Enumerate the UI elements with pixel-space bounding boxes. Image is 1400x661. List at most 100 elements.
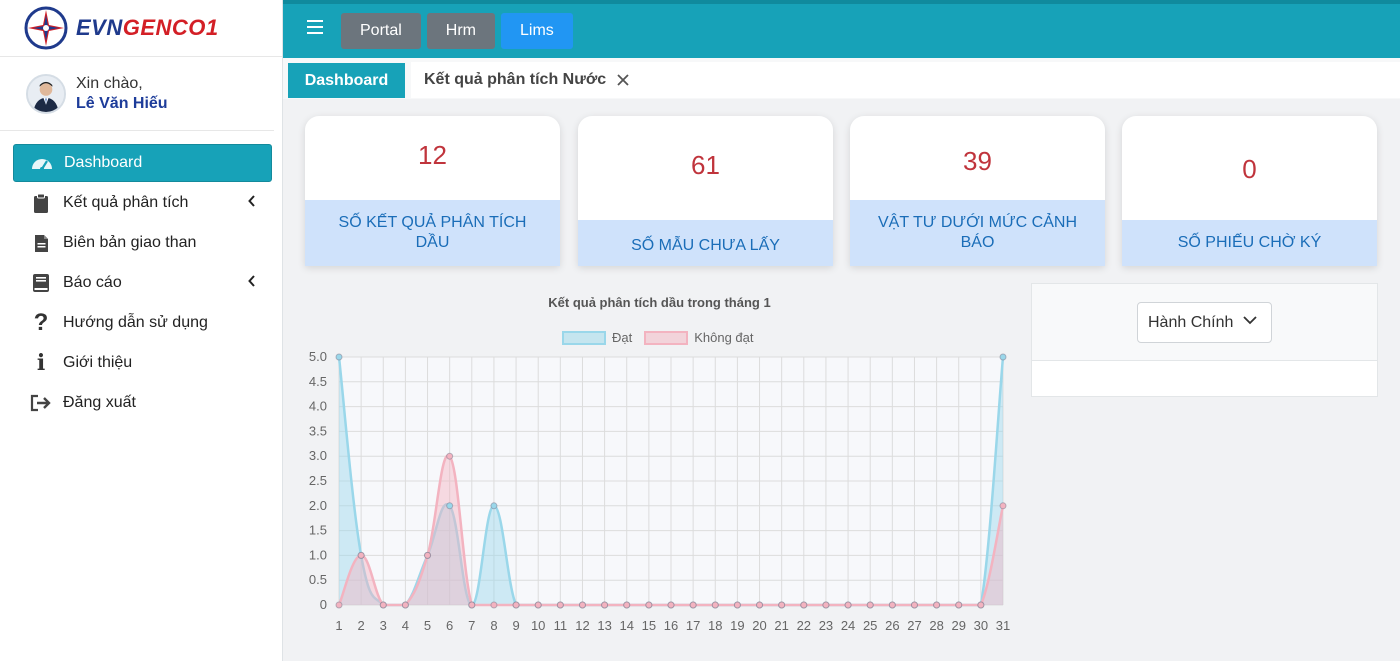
legend-item-dat[interactable]: Đạt: [562, 330, 632, 345]
tab-ket-qua-phan-tich-nuoc[interactable]: Kết quả phân tích Nước: [411, 62, 1400, 98]
top-nav: Portal Hrm Lims: [341, 13, 579, 49]
x-tick-label: 19: [730, 618, 744, 633]
sidebar: EVNGENCO1 Xin chào, Lê Văn Hiếu Dashboar…: [0, 0, 283, 661]
tab-label: Kết quả phân tích Nước: [424, 71, 607, 88]
data-point[interactable]: [446, 502, 454, 510]
sidebar-item-label: Biên bản giao than: [63, 234, 197, 251]
x-tick-label: 12: [575, 618, 589, 633]
right-panel: Hành Chính: [1031, 283, 1378, 397]
info-icon: i: [36, 350, 46, 376]
stat-card-mau-chua-lay[interactable]: 61 SỐ MẪU CHƯA LẤY: [578, 116, 833, 266]
data-point[interactable]: [800, 601, 808, 609]
data-point[interactable]: [490, 502, 498, 510]
legend-swatch: [644, 330, 689, 345]
data-point[interactable]: [401, 601, 409, 609]
y-tick-label: 2.0: [309, 498, 327, 513]
data-point[interactable]: [379, 601, 387, 609]
data-point[interactable]: [424, 551, 432, 559]
sidebar-item-label: Báo cáo: [63, 274, 122, 291]
topbar: Portal Hrm Lims: [283, 0, 1400, 58]
department-select[interactable]: Hành Chính: [1137, 302, 1272, 343]
y-tick-label: 1.5: [309, 523, 327, 538]
data-point[interactable]: [866, 601, 874, 609]
data-point[interactable]: [578, 601, 586, 609]
data-point[interactable]: [999, 353, 1007, 361]
nav-portal-button[interactable]: Portal: [341, 13, 421, 49]
x-tick-label: 2: [358, 618, 365, 633]
document-icon: [29, 231, 53, 255]
y-tick-label: 0: [320, 597, 327, 612]
data-point[interactable]: [910, 601, 918, 609]
sidebar-item-dang-xuat[interactable]: Đăng xuất: [13, 384, 272, 422]
sidebar-item-ket-qua-phan-tich[interactable]: Kết quả phân tích: [13, 184, 272, 222]
brand-name: EVNGENCO1: [76, 15, 219, 41]
data-point[interactable]: [335, 353, 343, 361]
data-point[interactable]: [822, 601, 830, 609]
greeting-text: Xin chào,: [76, 74, 143, 92]
y-tick-label: 3.0: [309, 448, 327, 463]
sidebar-item-huong-dan-su-dung[interactable]: ? Hướng dẫn sử dụng: [13, 304, 272, 342]
data-point[interactable]: [689, 601, 697, 609]
tab-dashboard[interactable]: Dashboard: [288, 63, 405, 98]
x-tick-label: 7: [468, 618, 475, 633]
x-tick-label: 13: [597, 618, 611, 633]
x-tick-label: 17: [686, 618, 700, 633]
legend-label: Đạt: [612, 330, 633, 345]
stat-value: 0: [1242, 154, 1257, 184]
y-tick-label: 4.0: [309, 399, 327, 414]
brand-name-part2: GENCO1: [122, 15, 219, 40]
sidebar-item-label: Đăng xuất: [63, 394, 136, 411]
x-tick-label: 1: [335, 618, 342, 633]
data-point[interactable]: [733, 601, 741, 609]
data-point[interactable]: [556, 601, 564, 609]
data-point[interactable]: [844, 601, 852, 609]
close-icon[interactable]: [616, 73, 630, 87]
sidebar-item-gioi-thieu[interactable]: i Giới thiệu: [13, 344, 272, 382]
brand[interactable]: EVNGENCO1: [0, 0, 282, 57]
data-point[interactable]: [955, 601, 963, 609]
legend-item-khong-dat[interactable]: Không đạt: [644, 330, 754, 345]
data-point[interactable]: [778, 601, 786, 609]
x-tick-label: 6: [446, 618, 453, 633]
data-point[interactable]: [357, 551, 365, 559]
data-point[interactable]: [601, 601, 609, 609]
x-tick-label: 23: [819, 618, 833, 633]
data-point[interactable]: [623, 601, 631, 609]
x-tick-label: 8: [490, 618, 497, 633]
data-point[interactable]: [534, 601, 542, 609]
data-point[interactable]: [933, 601, 941, 609]
sidebar-item-bao-cao[interactable]: Báo cáo: [13, 264, 272, 302]
data-point[interactable]: [645, 601, 653, 609]
data-point[interactable]: [335, 601, 343, 609]
data-point[interactable]: [977, 601, 985, 609]
sidebar-item-bien-ban-giao-than[interactable]: Biên bản giao than: [13, 224, 272, 262]
y-tick-label: 3.5: [309, 423, 327, 438]
hamburger-menu-icon[interactable]: [307, 20, 323, 34]
x-tick-label: 15: [642, 618, 656, 633]
clipboard-icon: [29, 191, 53, 215]
stat-card-phieu-cho-ky[interactable]: 0 SỐ PHIẾU CHỜ KÝ: [1122, 116, 1377, 266]
data-point[interactable]: [999, 502, 1007, 510]
x-tick-label: 9: [512, 618, 519, 633]
data-point[interactable]: [446, 452, 454, 460]
data-point[interactable]: [888, 601, 896, 609]
y-tick-label: 5.0: [309, 349, 327, 364]
data-point[interactable]: [512, 601, 520, 609]
data-point[interactable]: [667, 601, 675, 609]
stat-label: SỐ MẪU CHƯA LẤY: [578, 220, 833, 266]
stat-value: 12: [418, 140, 447, 170]
stat-card-ket-qua-dau[interactable]: 12 SỐ KẾT QUẢ PHÂN TÍCH DẦU: [305, 116, 560, 266]
stat-card-vat-tu[interactable]: 39 VẬT TƯ DƯỚI MỨC CẢNH BÁO: [850, 116, 1105, 266]
data-point[interactable]: [468, 601, 476, 609]
sidebar-item-dashboard[interactable]: Dashboard: [13, 144, 272, 182]
sidebar-menu: Dashboard Kết quả phân tích Biên bản gia…: [0, 131, 282, 422]
data-point[interactable]: [490, 601, 498, 609]
x-tick-label: 26: [885, 618, 899, 633]
data-point[interactable]: [711, 601, 719, 609]
nav-lims-button[interactable]: Lims: [501, 13, 573, 49]
nav-hrm-button[interactable]: Hrm: [426, 13, 496, 49]
x-tick-label: 3: [380, 618, 387, 633]
data-point[interactable]: [756, 601, 764, 609]
chart-title: Kết quả phân tích dầu trong tháng 1: [548, 295, 771, 310]
stat-label: VẬT TƯ DƯỚI MỨC CẢNH BÁO: [850, 200, 1105, 266]
